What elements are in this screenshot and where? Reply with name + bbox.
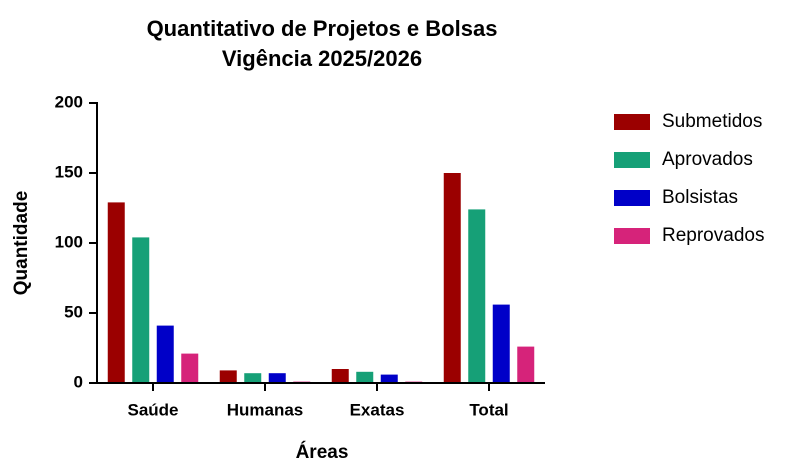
bar bbox=[331, 369, 349, 383]
y-tick-label: 200 bbox=[55, 92, 83, 111]
x-tick-label: Saúde bbox=[127, 400, 178, 419]
y-axis-label: Quantidade bbox=[11, 191, 32, 296]
bar bbox=[268, 373, 286, 383]
x-axis-label: Áreas bbox=[296, 441, 349, 462]
y-tick-label: 50 bbox=[64, 302, 83, 321]
x-tick-label: Total bbox=[469, 400, 508, 419]
legend-label: Bolsistas bbox=[662, 187, 738, 208]
legend-label: Reprovados bbox=[662, 225, 764, 246]
bar bbox=[492, 304, 510, 383]
x-tick-label: Exatas bbox=[350, 400, 405, 419]
bar bbox=[181, 353, 199, 383]
bar bbox=[244, 373, 262, 383]
legend-swatch bbox=[614, 114, 650, 130]
y-tick-label: 100 bbox=[55, 232, 83, 251]
bar bbox=[468, 209, 486, 383]
legend-swatch bbox=[614, 228, 650, 244]
legend-label: Submetidos bbox=[662, 111, 762, 132]
bar bbox=[517, 346, 535, 383]
x-tick-label: Humanas bbox=[227, 400, 304, 419]
legend-label: Aprovados bbox=[662, 149, 753, 170]
legend-swatch bbox=[614, 190, 650, 206]
y-tick-label: 150 bbox=[55, 162, 83, 181]
bar bbox=[356, 371, 374, 383]
bar bbox=[380, 374, 398, 383]
bar bbox=[443, 173, 461, 383]
bar bbox=[219, 370, 237, 383]
bar bbox=[132, 237, 150, 383]
legend-swatch bbox=[614, 152, 650, 168]
chart-subtitle: Vigência 2025/2026 bbox=[222, 46, 422, 71]
bar bbox=[107, 202, 125, 383]
chart-title: Quantitativo de Projetos e Bolsas bbox=[147, 16, 498, 41]
bar bbox=[156, 325, 174, 383]
y-tick-label: 0 bbox=[74, 372, 83, 391]
